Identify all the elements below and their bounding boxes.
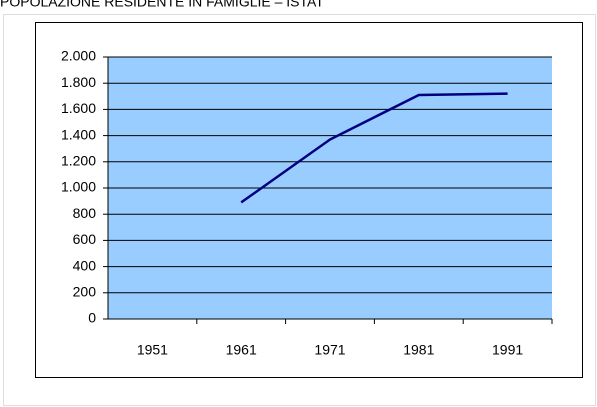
y-tick-label: 1.400 (61, 126, 96, 142)
y-tick-label: 0 (88, 310, 96, 326)
y-tick-label: 1.800 (61, 74, 96, 90)
x-tick-label: 1951 (137, 342, 168, 358)
y-tick-label: 600 (73, 231, 97, 247)
y-tick-label: 400 (73, 257, 97, 273)
y-tick-label: 800 (73, 205, 97, 221)
y-tick-label: 2.000 (61, 48, 96, 64)
x-tick-label: 1991 (492, 342, 523, 358)
series-line (240, 92, 508, 204)
y-tick-label: 1.200 (61, 153, 96, 169)
y-tick-label: 200 (73, 284, 97, 300)
x-tick-label: 1981 (403, 342, 434, 358)
chart-title: POPOLAZIONE RESIDENTE IN FAMIGLIE – ISTA… (0, 0, 324, 10)
y-tick-label: 1.000 (61, 179, 96, 195)
x-tick-label: 1971 (314, 342, 345, 358)
y-tick-label: 1.600 (61, 100, 96, 116)
x-tick-label: 1961 (226, 342, 257, 358)
